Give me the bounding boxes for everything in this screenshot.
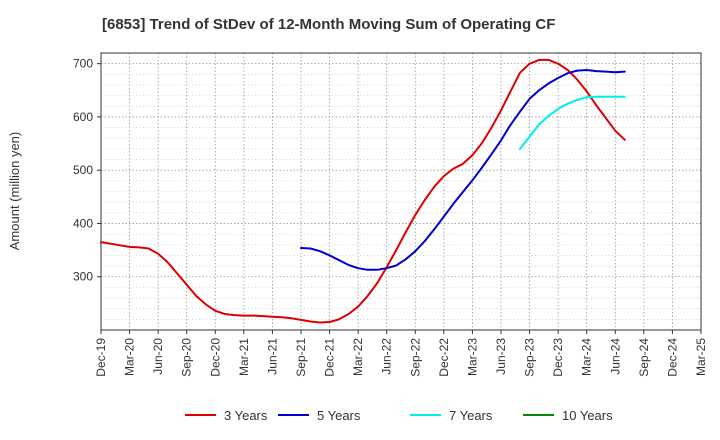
y-axis: 300 400 500 600 700 — [73, 57, 101, 284]
y-tick-label: 300 — [73, 270, 93, 284]
x-tick-label: Sep-20 — [180, 338, 194, 377]
x-tick-label: Sep-21 — [294, 338, 308, 377]
legend-label-10-years: 10 Years — [562, 408, 613, 423]
x-tick-label: Jun-24 — [608, 338, 622, 375]
y-tick-label: 600 — [73, 110, 93, 124]
x-tick-label: Dec-20 — [208, 338, 222, 377]
plot-area — [101, 53, 701, 330]
y-tick-label: 500 — [73, 163, 93, 177]
x-tick-label: Sep-23 — [523, 338, 537, 377]
x-tick-label: Sep-22 — [408, 338, 422, 377]
x-tick-label: Dec-23 — [551, 338, 565, 377]
legend-label-7-years: 7 Years — [449, 408, 493, 423]
plot-frame — [100, 52, 702, 331]
x-tick-label: Mar-23 — [465, 338, 479, 376]
y-tick-label: 700 — [73, 57, 93, 71]
x-tick-label: Dec-24 — [665, 338, 679, 377]
legend-label-5-years: 5 Years — [317, 408, 361, 423]
x-tick-label: Mar-24 — [580, 338, 594, 376]
x-tick-label: Dec-21 — [323, 338, 337, 377]
chart-title: [6853] Trend of StDev of 12-Month Moving… — [102, 16, 555, 33]
x-tick-label: Jun-22 — [380, 338, 394, 375]
x-tick-label: Mar-21 — [237, 338, 251, 376]
series-line-3-years — [100, 58, 626, 324]
x-tick-label: Jun-21 — [265, 338, 279, 375]
legend-label-3-years: 3 Years — [224, 408, 268, 423]
x-tick-label: Dec-19 — [94, 338, 108, 377]
series-line-5-years — [300, 69, 626, 271]
x-axis: Dec-19 Mar-20 Jun-20 Sep-20 Dec-20 Mar-21 Jun-… — [94, 330, 708, 377]
series-line-7-years — [519, 95, 626, 150]
x-tick-label: Mar-22 — [351, 338, 365, 376]
x-tick-label: Mar-20 — [123, 338, 137, 376]
x-tick-label: Dec-22 — [437, 338, 451, 377]
y-tick-label: 400 — [73, 216, 93, 230]
legend: 3 Years 5 Years 7 Years 10 Years — [185, 408, 613, 423]
y-axis-label: Amount (million yen) — [7, 132, 22, 251]
x-tick-label: Jun-23 — [494, 338, 508, 375]
x-tick-label: Mar-25 — [694, 338, 708, 376]
series-lines — [100, 58, 626, 324]
x-tick-label: Sep-24 — [637, 338, 651, 377]
x-tick-label: Jun-20 — [151, 338, 165, 375]
